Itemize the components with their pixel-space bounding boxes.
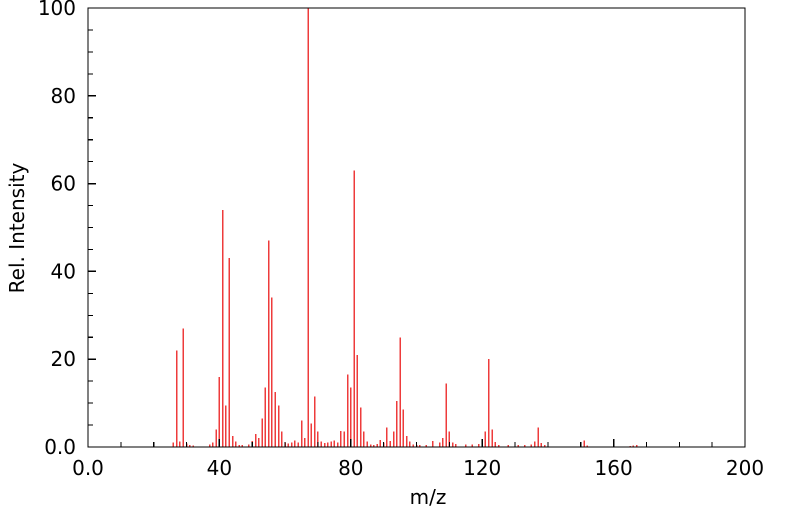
y-tick-label: 60 [51,172,76,196]
x-tick-label: 120 [463,456,501,480]
x-tick-label: 0.0 [72,456,104,480]
spectrum-peaks [172,8,638,447]
y-tick-label: 40 [51,259,76,283]
y-tick-label: 20 [51,347,76,371]
x-tick-label: 80 [338,456,363,480]
y-tick-label: 100 [38,0,76,20]
axes-frame [87,7,746,448]
y-tick-label: 80 [51,84,76,108]
x-tick-label: 40 [207,456,232,480]
x-tick-label: 160 [595,456,633,480]
x-tick-label: 200 [726,456,764,480]
axis-tick-labels: 0.0 40 80 120 160 200 0.0 20 40 60 80 100 [38,0,764,480]
plot-frame [87,7,746,448]
x-axis-title: m/z [410,485,447,509]
y-axis-title: Rel. Intensity [5,163,29,294]
axis-ticks [87,7,746,448]
y-tick-label: 0.0 [44,435,76,459]
